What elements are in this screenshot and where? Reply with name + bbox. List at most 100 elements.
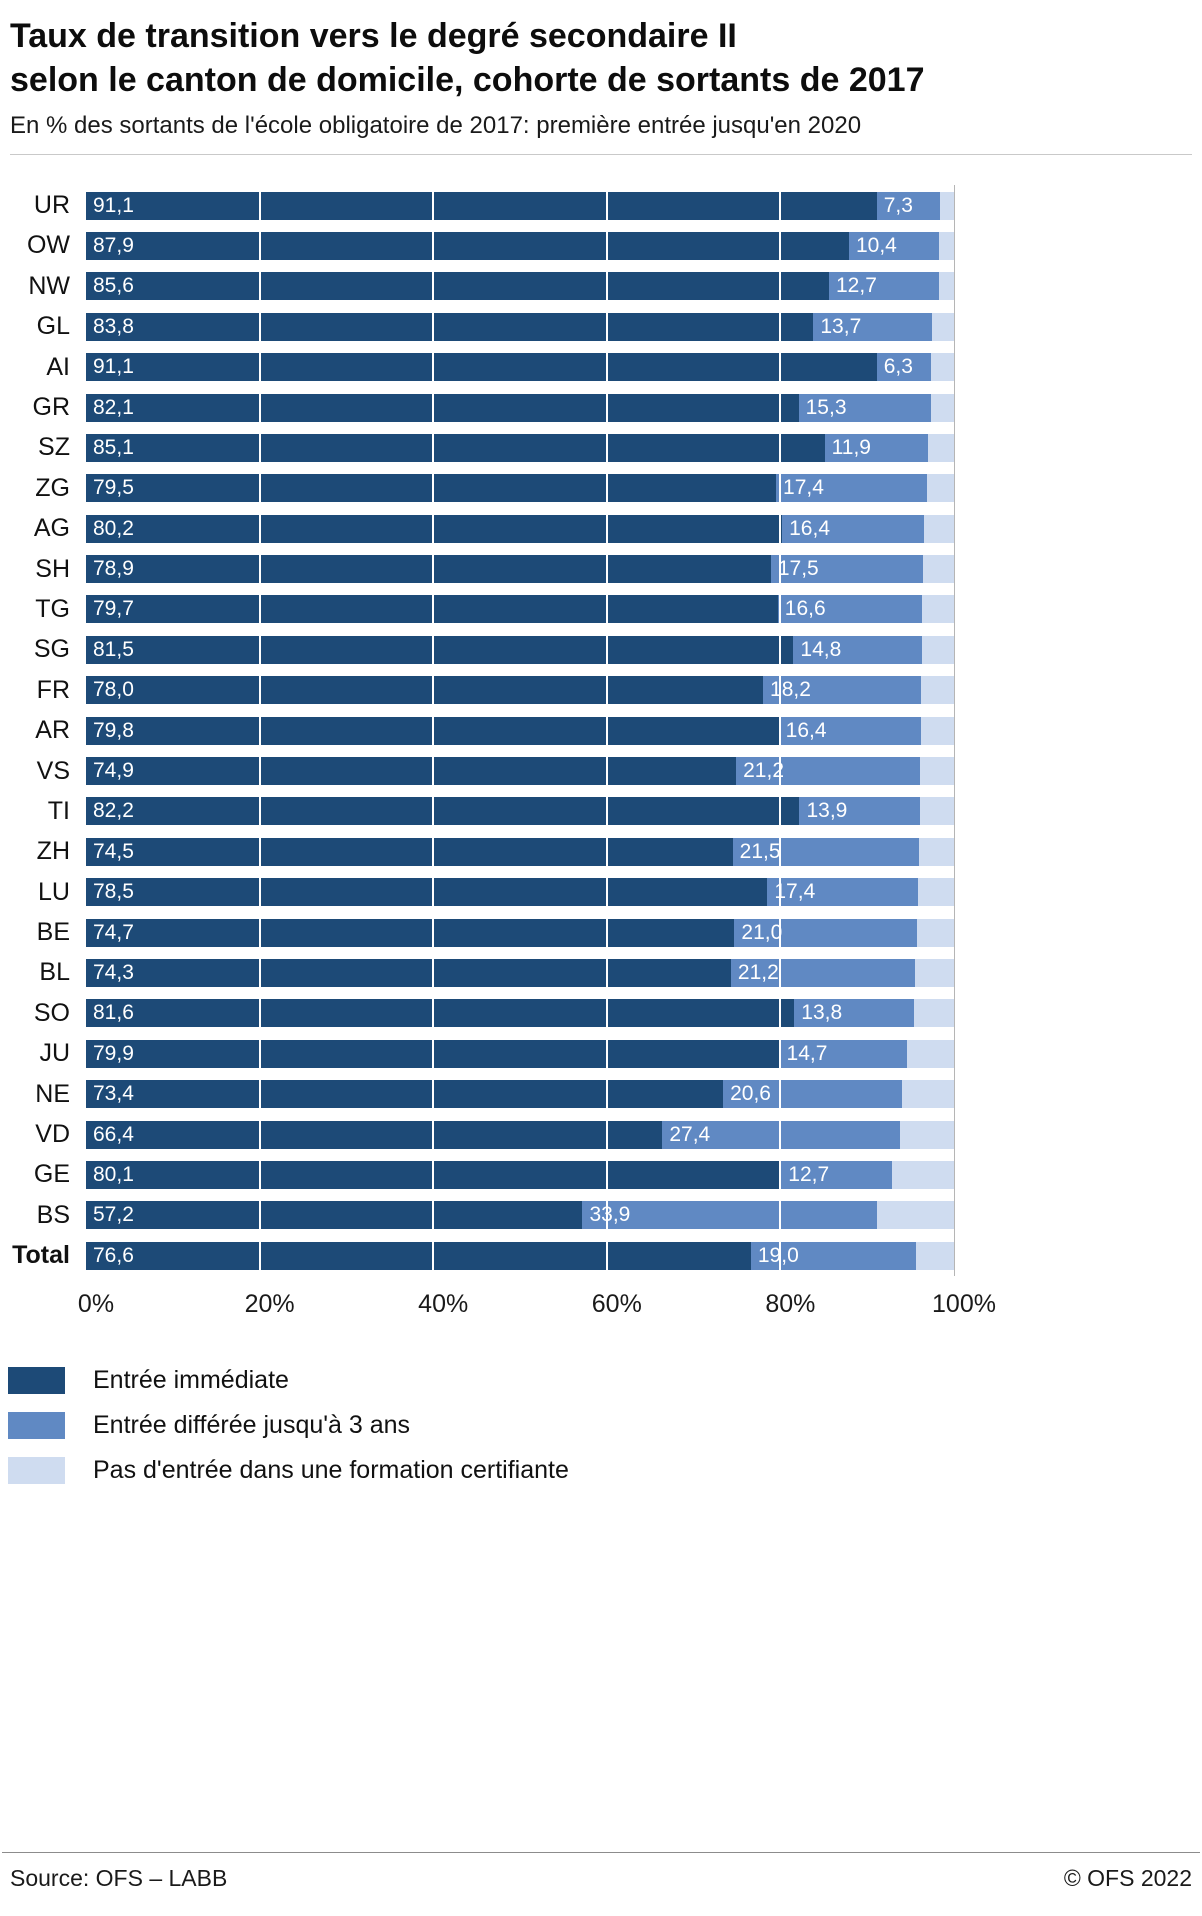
canton-label: SO (33, 998, 70, 1027)
segment-value-label: 79,7 (93, 597, 134, 621)
bar-row: NW 85,6 12,7 (10, 266, 954, 306)
segment-value-label: 74,3 (93, 960, 134, 984)
segment-deferred: 13,9 (799, 797, 921, 826)
segment-no-entry (939, 272, 954, 301)
segment-value-label: 15,3 (805, 395, 847, 419)
segment-no-entry (922, 555, 954, 584)
chart-subtitle: En % des sortants de l'école obligatoire… (10, 112, 862, 140)
bar-row: JU 79,9 14,7 (10, 1034, 954, 1074)
segment-value-label: 12,7 (836, 274, 877, 298)
segment-value-label: 78,5 (93, 880, 134, 904)
segment-value-label: 78,9 (93, 557, 134, 581)
segment-no-entry (901, 1080, 954, 1109)
chart-legend: Entrée immédiate Entrée différée jusqu'à … (8, 1366, 1202, 1501)
bar-row: NE 73,4 20,6 (10, 1074, 954, 1114)
segment-no-entry (921, 595, 954, 624)
canton-label: Total (12, 1241, 70, 1270)
segment-no-entry (920, 757, 954, 786)
segment-no-entry (921, 716, 954, 745)
bar-track: 79,9 14,7 (86, 1039, 954, 1068)
bar-row: GL 83,8 13,7 (10, 307, 954, 347)
segment-value-label: 20,6 (730, 1082, 771, 1106)
segment-value-label: 87,9 (93, 233, 134, 257)
segment-no-entry (932, 312, 954, 341)
bar-track: 74,9 21,2 (86, 757, 954, 786)
source-text: Source: OFS – LABB (10, 1865, 228, 1891)
canton-label: BE (36, 918, 70, 947)
segment-no-entry (921, 676, 954, 705)
canton-label: LU (38, 877, 70, 906)
segment-immediate: 74,7 (86, 918, 735, 947)
bar-row: BS 57,2 33,9 (10, 1195, 954, 1235)
segment-no-entry (927, 433, 954, 462)
bar-row: SH 78,9 17,5 (10, 549, 954, 589)
segment-value-label: 16,4 (789, 516, 830, 540)
canton-label: AR (35, 716, 70, 745)
segment-deferred: 17,4 (776, 474, 928, 503)
canton-label: AG (33, 514, 70, 543)
bar-row: AG 80,2 16,4 (10, 509, 954, 549)
segment-value-label: 21,2 (737, 960, 779, 984)
bar-row: VS 74,9 21,2 (10, 751, 954, 791)
segment-immediate: 66,4 (86, 1120, 663, 1149)
segment-deferred: 6,3 (876, 353, 932, 382)
bar-row: AR 79,8 16,4 (10, 710, 954, 750)
segment-deferred: 21,5 (732, 837, 920, 866)
segment-value-label: 80,2 (93, 516, 134, 540)
bar-row: BL 74,3 21,2 (10, 953, 954, 993)
bar-row: BE 74,7 21,0 (10, 912, 954, 952)
segment-deferred: 11,9 (824, 433, 928, 462)
segment-immediate: 82,1 (86, 393, 799, 422)
segment-value-label: 91,1 (93, 193, 134, 217)
axis-tick-label: 100% (932, 1289, 996, 1318)
segment-value-label: 78,0 (93, 678, 134, 702)
canton-label: ZG (35, 473, 70, 502)
segment-value-label: 79,5 (93, 476, 134, 500)
legend-swatch (8, 1456, 65, 1484)
segment-value-label: 14,7 (786, 1041, 828, 1065)
bar-row: LU 78,5 17,4 (10, 872, 954, 912)
canton-label: ZH (36, 837, 70, 866)
segment-value-label: 13,8 (801, 1001, 843, 1025)
segment-value-label: 13,9 (806, 799, 848, 823)
bar-row: UR 91,1 7,3 (10, 185, 954, 225)
segment-immediate: 81,6 (86, 999, 795, 1028)
segment-deferred: 12,7 (829, 272, 940, 301)
bar-row: FR 78,0 18,2 (10, 670, 954, 710)
segment-value-label: 14,8 (800, 637, 842, 661)
segment-deferred: 20,6 (723, 1080, 902, 1109)
chart-title-line2: selon le canton de domicile, cohorte de … (10, 61, 925, 100)
segment-value-label: 10,4 (855, 233, 897, 257)
bar-row: GR 82,1 15,3 (10, 387, 954, 427)
segment-value-label: 85,6 (93, 274, 134, 298)
bar-track: 81,6 13,8 (86, 999, 954, 1028)
canton-label: AI (46, 352, 70, 381)
segment-immediate: 74,9 (86, 757, 737, 786)
segment-no-entry (927, 474, 954, 503)
legend-label: Pas d'entrée dans une formation certifia… (93, 1455, 569, 1484)
x-axis: 0% 20% 40% 60% 80% 100% (78, 1290, 996, 1324)
segment-deferred: 21,0 (734, 918, 917, 947)
bar-track: 57,2 33,9 (86, 1201, 954, 1230)
bar-track: 74,3 21,2 (86, 958, 954, 987)
segment-value-label: 79,8 (93, 718, 134, 742)
bar-row: VD 66,4 27,4 (10, 1114, 954, 1154)
segment-deferred: 17,4 (767, 878, 919, 907)
segment-no-entry (876, 1201, 954, 1230)
bar-track: 85,6 12,7 (86, 272, 954, 301)
segment-deferred: 21,2 (736, 757, 921, 786)
canton-label: GE (33, 1160, 70, 1189)
segment-value-label: 79,9 (93, 1041, 134, 1065)
segment-deferred: 12,7 (781, 1160, 892, 1189)
segment-value-label: 82,2 (93, 799, 134, 823)
bar-row: ZH 74,5 21,5 (10, 832, 954, 872)
bar-track: 91,1 6,3 (86, 353, 954, 382)
canton-label: UR (33, 191, 70, 220)
segment-immediate: 79,7 (86, 595, 778, 624)
segment-value-label: 73,4 (93, 1082, 134, 1106)
segment-value-label: 27,4 (669, 1122, 711, 1146)
copyright-text: © OFS 2022 (1063, 1865, 1192, 1891)
bar-row: ZG 79,5 17,4 (10, 468, 954, 508)
segment-immediate: 91,1 (86, 353, 877, 382)
